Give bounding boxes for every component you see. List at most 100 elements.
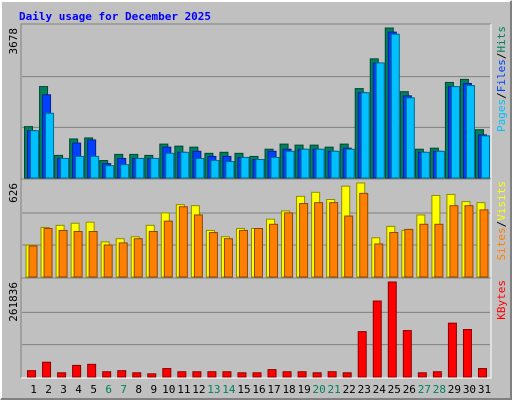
- bar: [375, 62, 385, 179]
- x-tick-label: 3: [60, 383, 67, 396]
- legend-entry: KBytes: [495, 280, 508, 320]
- bar: [417, 372, 427, 378]
- x-tick-label: 10: [162, 383, 175, 396]
- bar: [28, 245, 38, 278]
- bar: [237, 372, 247, 378]
- bar: [405, 97, 415, 179]
- panel-edge-light: [21, 278, 492, 379]
- bar: [180, 151, 190, 179]
- bar: [477, 368, 487, 378]
- bar: [372, 300, 382, 378]
- bar: [120, 164, 130, 179]
- bar: [118, 242, 128, 278]
- bar: [240, 156, 250, 179]
- bar: [178, 206, 188, 278]
- x-tick-label: 26: [403, 383, 416, 396]
- x-tick-label: 9: [150, 383, 157, 396]
- x-tick-label: 13: [207, 383, 220, 396]
- bar: [133, 238, 143, 278]
- bar: [434, 223, 444, 278]
- x-tick-label: 31: [478, 383, 491, 396]
- panel: [21, 278, 491, 378]
- bar: [207, 371, 217, 378]
- x-tick-label: 18: [282, 383, 295, 396]
- bar: [479, 209, 489, 278]
- bar: [312, 372, 322, 378]
- legend-entry: Sites: [495, 227, 508, 260]
- bar: [435, 150, 445, 179]
- bar: [42, 361, 52, 378]
- bar: [60, 157, 70, 179]
- chart-title: Daily usage for December 2025: [19, 10, 211, 23]
- panel-edge-dark: [20, 23, 491, 179]
- x-tick-label: 7: [120, 383, 127, 396]
- bar: [285, 150, 295, 179]
- x-tick-label: 12: [192, 383, 205, 396]
- bar: [162, 368, 172, 378]
- x-tick-label: 21: [328, 383, 341, 396]
- x-tick-label: 15: [237, 383, 250, 396]
- panel-edge-dark: [20, 178, 491, 278]
- bar: [345, 148, 355, 179]
- bar: [208, 232, 218, 278]
- bar: [150, 157, 160, 179]
- x-tick-label: 19: [297, 383, 310, 396]
- bar: [449, 205, 459, 278]
- bar: [464, 205, 474, 278]
- bar: [102, 371, 112, 378]
- bar: [330, 150, 340, 179]
- x-tick-label: 4: [75, 383, 82, 396]
- x-tick-label: 30: [463, 383, 476, 396]
- bar: [75, 155, 85, 179]
- bar: [103, 244, 113, 278]
- x-tick-label: 8: [135, 383, 142, 396]
- bar: [147, 373, 157, 378]
- legend-entry: Files: [495, 59, 508, 92]
- bar: [420, 151, 430, 179]
- legend-entry: Visits: [495, 181, 508, 221]
- bar: [88, 231, 98, 278]
- bar: [432, 371, 442, 378]
- x-tick-label: 14: [222, 383, 236, 396]
- x-tick-label: 5: [90, 383, 97, 396]
- bar: [314, 202, 324, 278]
- bar: [254, 227, 263, 278]
- x-tick-label: 16: [252, 383, 265, 396]
- bar: [73, 231, 83, 278]
- bar: [402, 330, 412, 378]
- legend-separator: /: [495, 221, 508, 228]
- panel-edge-dark: [20, 277, 491, 378]
- bar: [252, 372, 262, 378]
- bar: [270, 156, 280, 179]
- bar: [225, 161, 235, 179]
- bar: [132, 372, 142, 378]
- bar: [267, 369, 277, 378]
- bar: [387, 281, 397, 378]
- bar: [57, 372, 67, 378]
- bar: [299, 203, 309, 278]
- bar: [419, 223, 429, 278]
- bar: [193, 214, 203, 278]
- legend: Pages/Files/Hits: [495, 26, 508, 132]
- bar: [30, 130, 40, 179]
- legend: KBytes: [495, 280, 508, 320]
- y-tick-label: 261836: [7, 282, 20, 322]
- bar: [148, 231, 158, 278]
- bar: [163, 220, 173, 278]
- bar: [284, 212, 294, 278]
- bar: [359, 192, 369, 278]
- bar: [87, 363, 97, 378]
- bar: [480, 135, 490, 179]
- x-tick-label: 17: [267, 383, 280, 396]
- y-tick-label: 626: [7, 183, 20, 203]
- legend-separator: /: [495, 53, 508, 60]
- bar: [238, 229, 248, 278]
- x-tick-label: 11: [177, 383, 190, 396]
- bar: [177, 371, 187, 378]
- bar: [43, 227, 53, 278]
- x-tick-label: 6: [105, 383, 112, 396]
- x-tick-label: 22: [343, 383, 356, 396]
- bar: [105, 165, 115, 179]
